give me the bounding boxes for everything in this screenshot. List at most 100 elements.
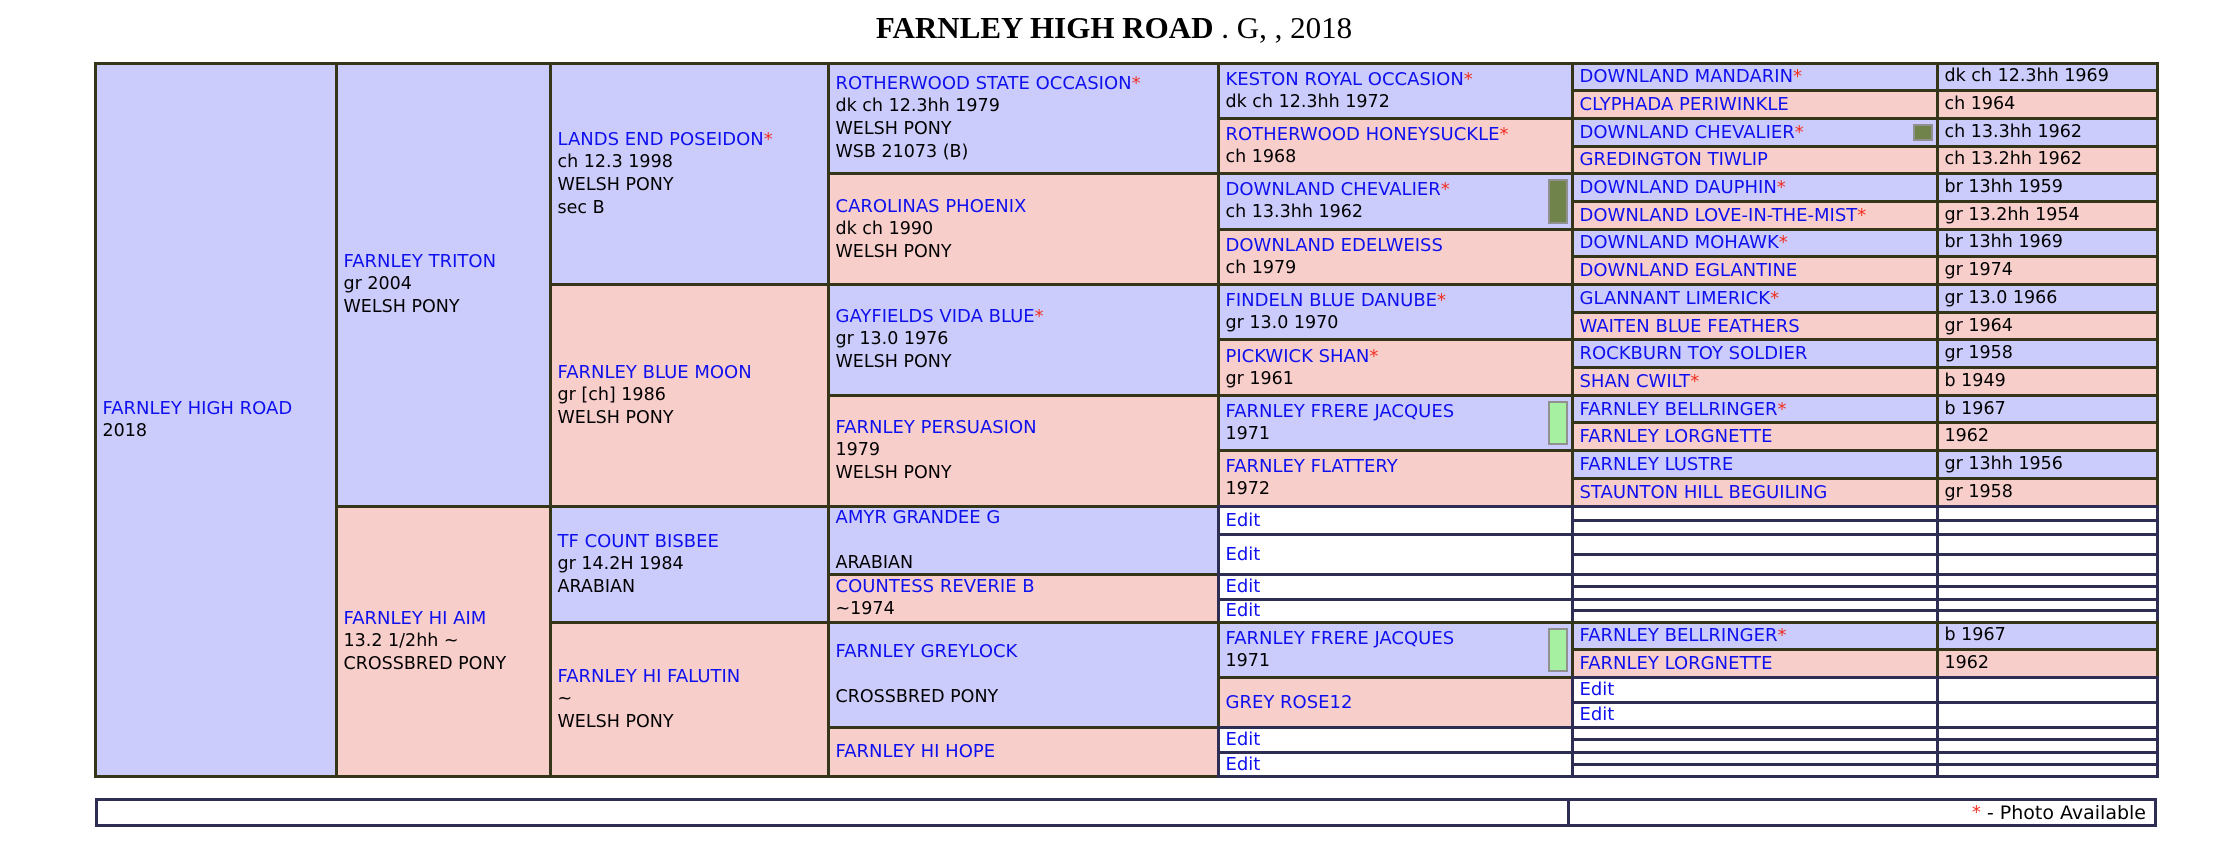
pedigree-cell-downland-love-in-the-mist: DOWNLAND LOVE-IN-THE-MIST* — [1570, 199, 1939, 231]
horse-link-lands-end-poseidon[interactable]: LANDS END POSEIDON — [557, 128, 764, 150]
horse-link-farnley-flattery[interactable]: FARNLEY FLATTERY — [1225, 456, 1398, 478]
horse-info: ch 13.3hh 1962 — [1225, 202, 1364, 223]
horse-link-findeln-blue-danube[interactable]: FINDELN BLUE DANUBE — [1225, 290, 1438, 312]
name-line: DOWNLAND CHEVALIER* — [1226, 178, 1571, 201]
horse-link-keston-royal-occasion[interactable]: KESTON ROYAL OCCASION — [1225, 68, 1464, 90]
photo-available-asterisk: * — [1971, 802, 1981, 823]
horse-link-carolinas-phoenix[interactable]: CAROLINAS PHOENIX — [835, 195, 1027, 217]
horse-link-glannant-limerick[interactable]: GLANNANT LIMERICK — [1579, 287, 1771, 309]
birth-info-cell — [1935, 700, 2159, 729]
horse-info: WELSH PONY — [835, 463, 952, 484]
horse-link-farnley-greylock[interactable]: FARNLEY GREYLOCK — [835, 641, 1018, 662]
edit-cell: Edit — [1570, 700, 1939, 729]
horse-link-farnley-persuasion[interactable]: FARNLEY PERSUASION — [835, 417, 1037, 439]
horse-link-farnley-lorgnette[interactable]: FARNLEY LORGNETTE — [1579, 426, 1773, 448]
birth-info: gr 13hh 1956 — [1944, 453, 2063, 474]
horse-link-farnley-triton[interactable]: FARNLEY TRITON — [343, 251, 497, 272]
birth-info-cell: ch 13.2hh 1962 — [1935, 144, 2159, 176]
horse-link-farnley-bellringer[interactable]: FARNLEY BELLRINGER — [1579, 625, 1778, 646]
birth-info-cell: gr 13.2hh 1954 — [1935, 199, 2159, 231]
horse-link-gredington-tiwlip[interactable]: GREDINGTON TIWLIP — [1579, 149, 1768, 171]
name-line: Edit — [1226, 543, 1571, 566]
horse-link-shan-cwilt[interactable]: SHAN CWILT — [1579, 370, 1691, 392]
horse-info: CROSSBRED PONY — [835, 687, 999, 707]
pedigree-cell-farnley-hi-falutin: FARNLEY HI FALUTIN ~ WELSH PONY — [548, 620, 830, 778]
horse-link-downland-dauphin[interactable]: DOWNLAND DAUPHIN — [1579, 177, 1777, 199]
horse-link-farnley-frere-jacques[interactable]: FARNLEY FRERE JACQUES — [1225, 400, 1455, 422]
name-line: LANDS END POSEIDON* — [558, 128, 827, 151]
horse-link-farnley-lustre[interactable]: FARNLEY LUSTRE — [1579, 453, 1734, 475]
horse-info — [836, 529, 1217, 552]
name-line: DOWNLAND CHEVALIER* — [1580, 121, 1936, 144]
pedigree-cell-downland-chevalier: DOWNLAND CHEVALIER* ch 13.3hh 1962 — [1216, 172, 1574, 231]
pedigree-cell-downland-chevalier: DOWNLAND CHEVALIER* — [1570, 116, 1939, 148]
horse-link-rotherwood-state-occasion[interactable]: ROTHERWOOD STATE OCCASION — [835, 73, 1132, 95]
horse-info: ~ — [557, 688, 573, 709]
horse-link-downland-edelweiss[interactable]: DOWNLAND EDELWEISS — [1225, 234, 1443, 256]
horse-link-farnley-hi-aim[interactable]: FARNLEY HI AIM — [343, 607, 487, 629]
horse-info: 2018 — [102, 420, 148, 441]
horse-link-downland-mohawk[interactable]: DOWNLAND MOHAWK — [1579, 232, 1779, 254]
horse-link-clyphada-periwinkle[interactable]: CLYPHADA PERIWINKLE — [1579, 94, 1789, 116]
horse-link-pickwick-shan[interactable]: PICKWICK SHAN — [1225, 345, 1370, 367]
edit-link[interactable]: Edit — [1225, 729, 1261, 750]
birth-info-cell: b 1967 — [1935, 393, 2159, 425]
name-line: FARNLEY BELLRINGER* — [1580, 624, 1936, 647]
horse-info: 1971 — [1225, 423, 1271, 444]
edit-link[interactable]: Edit — [1225, 753, 1261, 775]
horse-info: ch 1979 — [1225, 257, 1297, 278]
horse-link-tf-count-bisbee[interactable]: TF COUNT BISBEE — [557, 530, 719, 552]
photo-available-asterisk: * — [1690, 370, 1700, 392]
horse-link-countess-reverie-b[interactable]: COUNTESS REVERIE B — [835, 576, 1035, 597]
edit-link[interactable]: Edit — [1225, 543, 1261, 565]
horse-link-farnley-high-road[interactable]: FARNLEY HIGH ROAD — [102, 397, 293, 419]
horse-link-downland-mandarin[interactable]: DOWNLAND MANDARIN — [1579, 66, 1794, 88]
birth-info: 1962 — [1944, 426, 1990, 447]
pedigree-cell-grey-rose12: GREY ROSE12 — [1216, 675, 1574, 729]
name-line: Edit — [1579, 704, 1936, 726]
pedigree-cell-farnley-hi-hope: FARNLEY HI HOPE — [826, 725, 1220, 778]
photo-available-asterisk: * — [1499, 124, 1509, 146]
horse-link-rockburn-toy-soldier[interactable]: ROCKBURN TOY SOLDIER — [1579, 343, 1808, 365]
name-line: GLANNANT LIMERICK* — [1580, 287, 1936, 310]
horse-link-amyr-grandee-g[interactable]: AMYR GRANDEE G — [835, 506, 1001, 528]
horse-info: 13.2 1/2hh ~ — [343, 630, 459, 651]
name-line: DOWNLAND EGLANTINE — [1580, 259, 1936, 282]
pedigree-cell-keston-royal-occasion: KESTON ROYAL OCCASION* dk ch 12.3hh 1972 — [1216, 61, 1574, 120]
pedigree-cell-farnley-greylock: FARNLEY GREYLOCK CROSSBRED PONY — [826, 620, 1220, 729]
name-line: Edit — [1226, 509, 1571, 532]
pedigree-cell-gredington-tiwlip: GREDINGTON TIWLIP — [1570, 144, 1939, 176]
duplicate-ancestor-marker-olive-icon — [1912, 123, 1933, 141]
horse-link-staunton-hill-beguiling[interactable]: STAUNTON HILL BEGUILING — [1579, 481, 1828, 503]
horse-link-farnley-blue-moon[interactable]: FARNLEY BLUE MOON — [557, 361, 752, 383]
edit-link[interactable]: Edit — [1225, 576, 1261, 597]
horse-link-farnley-bellringer[interactable]: FARNLEY BELLRINGER — [1579, 398, 1778, 420]
name-line: Edit — [1225, 576, 1571, 598]
horse-link-farnley-hi-hope[interactable]: FARNLEY HI HOPE — [835, 741, 996, 762]
name-line: FINDELN BLUE DANUBE* — [1226, 289, 1571, 312]
horse-link-waiten-blue-feathers[interactable]: WAITEN BLUE FEATHERS — [1579, 315, 1800, 337]
horse-info: WELSH PONY — [343, 297, 460, 317]
name-line: SHAN CWILT* — [1580, 370, 1936, 393]
birth-info-cell: 1962 — [1935, 421, 2159, 453]
horse-link-farnley-hi-falutin[interactable]: FARNLEY HI FALUTIN — [557, 665, 741, 687]
horse-link-downland-love-in-the-mist[interactable]: DOWNLAND LOVE-IN-THE-MIST — [1579, 204, 1858, 226]
horse-info: WELSH PONY — [557, 407, 674, 428]
footer-row: * - Photo Available — [95, 798, 2157, 827]
horse-info: sec B — [557, 197, 605, 218]
edit-link[interactable]: Edit — [1225, 600, 1261, 621]
horse-link-downland-chevalier[interactable]: DOWNLAND CHEVALIER — [1225, 179, 1441, 201]
horse-link-gayfields-vida-blue[interactable]: GAYFIELDS VIDA BLUE — [835, 306, 1035, 328]
horse-link-rotherwood-honeysuckle[interactable]: ROTHERWOOD HONEYSUCKLE — [1225, 124, 1500, 146]
horse-link-downland-eglantine[interactable]: DOWNLAND EGLANTINE — [1579, 260, 1798, 282]
horse-link-grey-rose12[interactable]: GREY ROSE12 — [1225, 691, 1353, 713]
edit-link[interactable]: Edit — [1579, 679, 1615, 700]
name-line: ROTHERWOOD HONEYSUCKLE* — [1226, 123, 1571, 146]
horse-link-farnley-frere-jacques[interactable]: FARNLEY FRERE JACQUES — [1225, 627, 1455, 649]
birth-info-cell: gr 13hh 1956 — [1935, 449, 2159, 480]
horse-link-downland-chevalier[interactable]: DOWNLAND CHEVALIER — [1579, 121, 1795, 143]
empty-cell — [1570, 762, 1939, 778]
horse-link-farnley-lorgnette[interactable]: FARNLEY LORGNETTE — [1579, 652, 1773, 674]
edit-link[interactable]: Edit — [1579, 704, 1615, 725]
edit-link[interactable]: Edit — [1225, 509, 1261, 531]
